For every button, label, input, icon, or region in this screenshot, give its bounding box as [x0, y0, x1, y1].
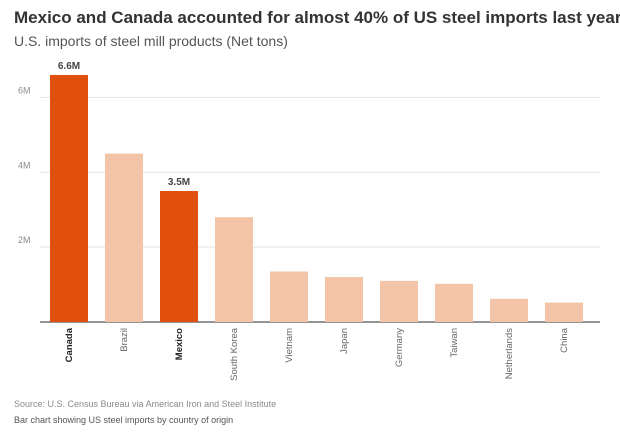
- x-tick-label-netherlands: Netherlands: [504, 328, 515, 379]
- x-tick-label-vietnam: Vietnam: [284, 328, 295, 363]
- labels: Canada 6.6M Brazil Mexico 3.5M South Korea Vie…: [58, 61, 570, 381]
- x-tick-label-brazil: Brazil: [119, 328, 130, 352]
- bar-south-korea: [215, 217, 253, 322]
- x-tick-label-japan: Japan: [339, 328, 350, 354]
- bar-germany: [380, 280, 418, 322]
- x-tick-label-mexico: Mexico: [174, 328, 185, 360]
- bar-taiwan: [435, 283, 473, 322]
- chart-description: Bar chart showing US steel imports by co…: [14, 415, 234, 425]
- data-label-canada: 6.6M: [58, 61, 80, 72]
- x-tick-label-south-korea: South Korea: [229, 327, 240, 381]
- x-tick-label-germany: Germany: [394, 328, 405, 367]
- y-tick-label-2m: 2M: [18, 235, 31, 245]
- x-tick-label-china: China: [559, 327, 570, 353]
- y-tick-label-4m: 4M: [18, 160, 31, 170]
- bar-mexico: [160, 191, 198, 322]
- bar-vietnam: [270, 271, 308, 322]
- bar-japan: [325, 277, 363, 322]
- bar-netherlands: [490, 298, 528, 322]
- x-tick-label-canada: Canada: [64, 327, 75, 362]
- bar-canada: [50, 74, 88, 322]
- y-tick-label-6m: 6M: [18, 85, 31, 95]
- data-label-mexico: 3.5M: [168, 177, 190, 188]
- chart-subtitle: U.S. imports of steel mill products (Net…: [14, 33, 288, 49]
- bar-brazil: [105, 153, 143, 322]
- x-tick-label-taiwan: Taiwan: [449, 328, 460, 358]
- source-note: Source: U.S. Census Bureau via American …: [14, 399, 277, 409]
- bars: [50, 74, 583, 322]
- bar-china: [545, 302, 583, 322]
- chart-title: Mexico and Canada accounted for almost 4…: [14, 8, 620, 27]
